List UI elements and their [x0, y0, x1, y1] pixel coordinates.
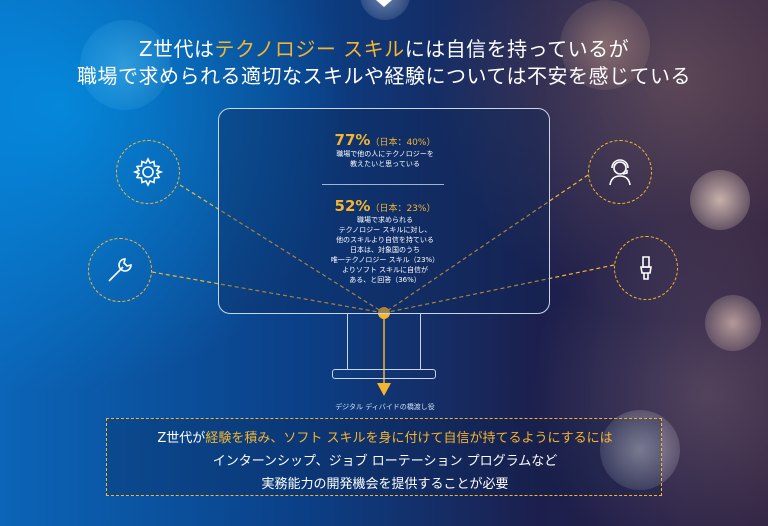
stat-desc: 唯一テクノロジー スキル（23%）: [330, 256, 440, 264]
wrench-icon-circle: [88, 238, 152, 302]
caption-bridge: デジタル ディバイドの橋渡し役: [335, 403, 435, 411]
stat-desc: 他のスキルより自信を持ている: [336, 236, 434, 244]
stat-japan: （日本：40%）: [370, 138, 436, 148]
stat-desc: よりソフト スキルに自信が: [341, 266, 429, 274]
stat-percent: 77%: [334, 131, 371, 149]
recommendation-line-2: インターンシップ、ジョブ ローテーション プログラムなど: [212, 454, 558, 469]
stat-percent: 52%: [334, 197, 371, 215]
recommendation-accent: 経験を積み、ソフト スキルを身に付けて自信が持てるようにするには: [205, 431, 613, 446]
stat-desc: 職場で求められる: [357, 216, 413, 224]
stat-desc: 職場で他の人にテクノロジーを: [336, 150, 434, 158]
recommendation-box: Z世代が経験を積み、ソフト スキルを身に付けて自信が持てるようにするには インタ…: [106, 418, 662, 496]
person-headset-icon: [609, 159, 631, 186]
headline-line-2: 職場で求められる適切なスキルや経験については不安を感じている: [77, 64, 691, 88]
gear-icon-circle: [116, 140, 180, 204]
stat-desc: 日本は、対象国のうち: [350, 246, 420, 254]
recommendation-line-3: 実務能力の開発機会を提供することが必要: [261, 477, 509, 492]
stat-japan: （日本：23%）: [370, 204, 436, 214]
gear-icon: [132, 157, 164, 187]
stat-divider: [322, 184, 444, 185]
monitor-stand: [347, 314, 421, 370]
brush-icon: [640, 256, 652, 280]
person-headset-icon-circle: [588, 140, 652, 204]
stat-desc: テクノロジー スキルに対し、: [338, 226, 432, 234]
brush-icon-circle: [614, 236, 678, 300]
recommendation-line-1: Z世代が経験を積み、ソフト スキルを身に付けて自信が持てるようにするには: [157, 431, 613, 446]
headline-line-1: Z世代はテクノロジー スキルには自信を持っているが: [138, 37, 630, 61]
stat-52: 52%（日本：23%） 職場で求められる テクノロジー スキルに対し、 他のスキ…: [300, 196, 470, 285]
headline-accent: テクノロジー スキル: [214, 37, 405, 61]
stat-desc: 教えたいと思っている: [350, 160, 420, 168]
stat-desc: ある、と回答（36%）: [349, 276, 421, 284]
monitor-base: [332, 369, 436, 379]
monitor-outline: [218, 108, 550, 314]
stat-77: 77%（日本：40%） 職場で他の人にテクノロジーを 教えたいと思っている: [300, 130, 470, 169]
wrench-icon: [108, 258, 132, 282]
